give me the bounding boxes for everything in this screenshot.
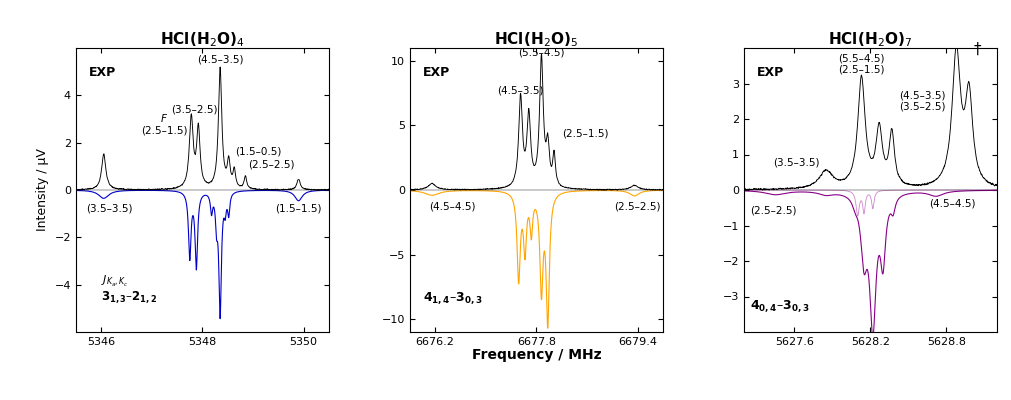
- Text: (3.5–3.5): (3.5–3.5): [86, 203, 132, 213]
- Text: (1.5–1.5): (1.5–1.5): [275, 203, 321, 213]
- X-axis label: Frequency / MHz: Frequency / MHz: [471, 348, 601, 362]
- Text: $\it{J}_{K_a,K_c}$: $\it{J}_{K_a,K_c}$: [101, 274, 128, 290]
- Text: (5.5–4.5): (5.5–4.5): [518, 47, 564, 57]
- Text: EXP: EXP: [423, 66, 449, 80]
- Text: (3.5–3.5): (3.5–3.5): [772, 158, 819, 168]
- Text: (1.5–0.5): (1.5–0.5): [235, 147, 281, 157]
- Text: (2.5–2.5): (2.5–2.5): [749, 206, 796, 216]
- Text: (2.5–1.5): (2.5–1.5): [561, 128, 608, 138]
- Text: EXP: EXP: [756, 66, 783, 80]
- Text: †: †: [974, 42, 981, 57]
- Text: (5.5–4.5)
(2.5–1.5): (5.5–4.5) (2.5–1.5): [837, 53, 884, 75]
- Text: (4.5–4.5): (4.5–4.5): [429, 202, 475, 212]
- Text: $\mathbf{4_{0,4}}$–$\mathbf{3_{0,3}}$: $\mathbf{4_{0,4}}$–$\mathbf{3_{0,3}}$: [749, 298, 809, 314]
- Text: (2.5–2.5): (2.5–2.5): [614, 202, 660, 212]
- Y-axis label: Intensity / μV: Intensity / μV: [36, 148, 49, 232]
- Title: HCl(H$_2$O)$_4$: HCl(H$_2$O)$_4$: [160, 30, 245, 48]
- Text: (4.5–3.5): (4.5–3.5): [197, 54, 243, 64]
- Text: (2.5–2.5): (2.5–2.5): [248, 160, 294, 170]
- Text: (4.5–4.5): (4.5–4.5): [928, 199, 975, 209]
- Text: $\mathbf{3_{1,3}}$–$\mathbf{2_{1,2}}$: $\mathbf{3_{1,3}}$–$\mathbf{2_{1,2}}$: [101, 289, 158, 305]
- Text: $\mathbf{4_{1,4}}$–$\mathbf{3_{0,3}}$: $\mathbf{4_{1,4}}$–$\mathbf{3_{0,3}}$: [422, 290, 482, 306]
- Text: $F$
(2.5–1.5): $F$ (2.5–1.5): [142, 112, 187, 136]
- Text: (3.5–2.5): (3.5–2.5): [172, 104, 217, 114]
- Text: (4.5–3.5)
(3.5–2.5): (4.5–3.5) (3.5–2.5): [899, 90, 945, 112]
- Text: EXP: EXP: [89, 66, 115, 80]
- Title: HCl(H$_2$O)$_7$: HCl(H$_2$O)$_7$: [827, 30, 912, 48]
- Title: HCl(H$_2$O)$_5$: HCl(H$_2$O)$_5$: [493, 30, 578, 48]
- Text: (4.5–3.5): (4.5–3.5): [496, 86, 543, 96]
